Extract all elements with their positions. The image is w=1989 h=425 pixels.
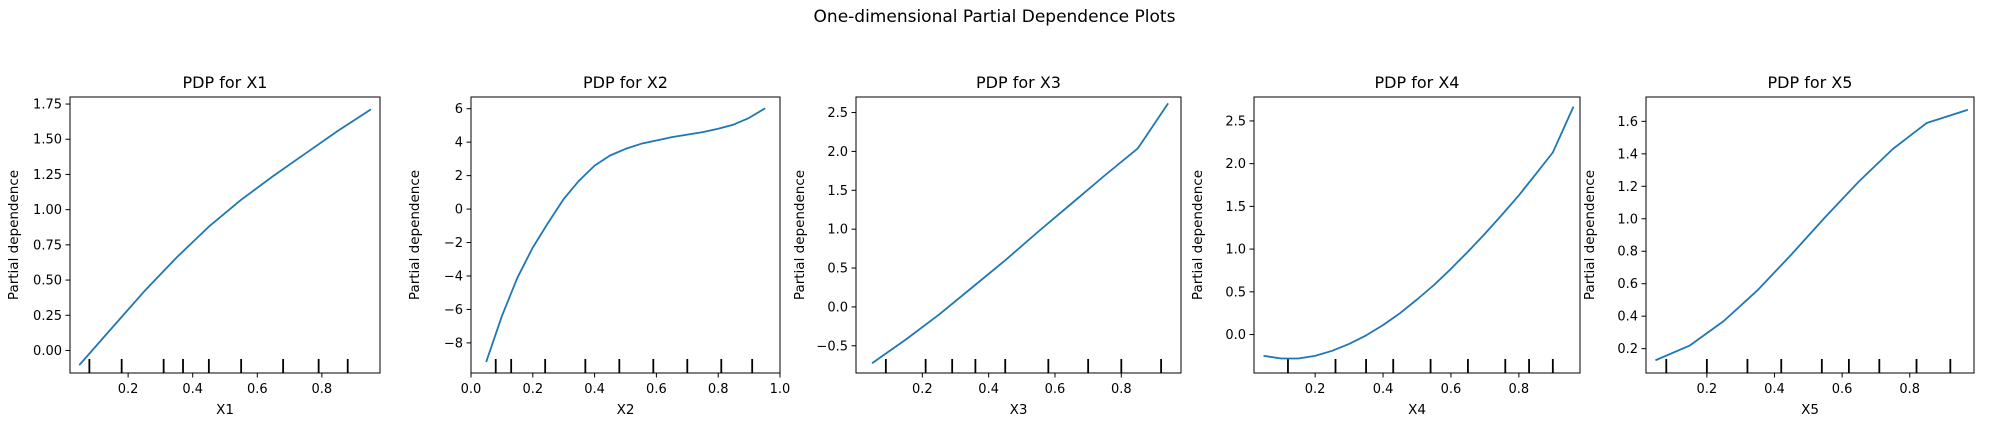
plot-frame <box>470 96 781 374</box>
x-tick-label: 0.8 <box>708 382 729 397</box>
x-tick-label: 0.2 <box>1697 382 1718 397</box>
y-tick-label: 2.0 <box>1225 157 1246 172</box>
x-tick-label: 0.8 <box>312 382 333 397</box>
x-tick-label: 0.6 <box>1045 382 1066 397</box>
y-tick-label: 1.6 <box>1617 115 1638 130</box>
plot-frame <box>1253 96 1581 374</box>
y-tick-label: 0.5 <box>1225 285 1246 300</box>
y-tick-label: 2 <box>455 169 463 184</box>
x-tick-label: 0.8 <box>1899 382 1920 397</box>
plot-frame <box>855 96 1182 374</box>
panel-title: PDP for X4 <box>1375 73 1460 92</box>
figure-title: One-dimensional Partial Dependence Plots <box>813 7 1176 27</box>
y-tick-label: 0.5 <box>827 262 848 277</box>
plot-frame <box>69 96 381 374</box>
y-axis-label: Partial dependence <box>1582 170 1598 300</box>
y-tick-label: 0.0 <box>1225 328 1246 343</box>
y-tick-label: −8 <box>444 336 463 351</box>
x-axis-label: X3 <box>1010 402 1028 418</box>
x-tick-label: 0.8 <box>1509 382 1530 397</box>
pd-line <box>485 107 766 363</box>
pd-line <box>1263 106 1575 360</box>
y-tick-label: 1.25 <box>33 168 62 183</box>
pdp-panel-x4: PDP for X4 0.2 0.4 0.6 0.8 0.0 0.5 1.0 1.5 2.0 2.5… <box>1190 73 1581 418</box>
y-tick-label: 6 <box>455 102 463 117</box>
x-tick-label: 0.6 <box>646 382 667 397</box>
x-axis-label: X1 <box>216 402 234 418</box>
y-tick-label: 1.50 <box>33 133 62 148</box>
panel-title: PDP for X3 <box>976 73 1061 92</box>
pd-line <box>871 103 1169 364</box>
y-tick-label: 1.5 <box>827 184 848 199</box>
y-tick-label: −6 <box>444 303 463 318</box>
x-axis-label: X4 <box>1408 402 1426 418</box>
y-tick-label: 2.5 <box>1225 114 1246 129</box>
pdp-panel-x3: PDP for X3 0.2 0.4 0.6 0.8 −0.5 0.0 0.5 1.0 1.5 2.… <box>792 73 1182 418</box>
x-tick-label: 0.4 <box>584 382 605 397</box>
y-tick-label: 1.0 <box>827 223 848 238</box>
y-tick-label: 4 <box>455 136 463 151</box>
x-tick-label: 0.6 <box>1832 382 1853 397</box>
y-tick-label: −2 <box>444 236 463 251</box>
pdp-panel-x5: PDP for X5 0.2 0.4 0.6 0.8 0.2 0.4 0.6 0.8 1.0 1.2… <box>1582 73 1975 418</box>
y-tick-label: 0.00 <box>33 344 62 359</box>
pd-line <box>1655 109 1969 361</box>
x-tick-label: 0.8 <box>1111 382 1132 397</box>
y-tick-label: −0.5 <box>816 339 848 354</box>
y-axis-label: Partial dependence <box>407 170 423 300</box>
plot-frame <box>1645 96 1975 374</box>
pdp-panel-x1: PDP for X1 0.2 0.4 0.6 0.8 0.00 0.25 0.50 0.75 1.… <box>6 73 381 418</box>
x-tick-label: 0.4 <box>978 382 999 397</box>
y-tick-label: 0.0 <box>827 300 848 315</box>
y-tick-label: 0.75 <box>33 238 62 253</box>
y-tick-label: 0.6 <box>1617 277 1638 292</box>
y-tick-label: 1.2 <box>1617 180 1638 195</box>
y-tick-label: 0.2 <box>1617 342 1638 357</box>
x-axis-label: X5 <box>1801 402 1819 418</box>
panel-title: PDP for X5 <box>1768 73 1853 92</box>
pd-line <box>78 108 372 366</box>
pdp-panel-x2: PDP for X2 0.0 0.2 0.4 0.6 0.8 1.0 −8 −6 −4 −2 0 2 4 6… <box>407 73 790 418</box>
panel-title: PDP for X2 <box>583 73 668 92</box>
y-tick-label: 1.00 <box>33 203 62 218</box>
x-tick-label: 0.2 <box>118 382 139 397</box>
y-tick-label: 1.0 <box>1225 243 1246 258</box>
y-tick-label: 0.25 <box>33 309 62 324</box>
y-tick-label: −4 <box>444 269 463 284</box>
y-tick-label: 0.4 <box>1617 310 1638 325</box>
y-axis-label: Partial dependence <box>792 170 808 300</box>
x-tick-label: 0.2 <box>912 382 933 397</box>
y-tick-label: 2.5 <box>827 106 848 121</box>
y-tick-label: 2.0 <box>827 145 848 160</box>
y-tick-label: 1.75 <box>33 98 62 113</box>
x-tick-label: 0.6 <box>247 382 268 397</box>
y-axis-label: Partial dependence <box>6 170 22 300</box>
panel-title: PDP for X1 <box>183 73 268 92</box>
x-axis-label: X2 <box>617 402 635 418</box>
y-tick-label: 0.50 <box>33 274 62 289</box>
y-tick-label: 0.8 <box>1617 245 1638 260</box>
x-tick-label: 1.0 <box>770 382 791 397</box>
y-tick-label: 1.4 <box>1617 147 1638 162</box>
x-tick-label: 0.4 <box>182 382 203 397</box>
x-tick-label: 0.6 <box>1441 382 1462 397</box>
x-tick-label: 0.2 <box>1305 382 1326 397</box>
x-tick-label: 0.4 <box>1764 382 1785 397</box>
x-tick-label: 0.2 <box>522 382 543 397</box>
y-tick-label: 1.5 <box>1225 200 1246 215</box>
y-tick-label: 1.0 <box>1617 212 1638 227</box>
x-tick-label: 0.4 <box>1373 382 1394 397</box>
y-tick-label: 0 <box>455 203 463 218</box>
x-tick-label: 0.0 <box>461 382 482 397</box>
y-axis-label: Partial dependence <box>1190 170 1206 300</box>
